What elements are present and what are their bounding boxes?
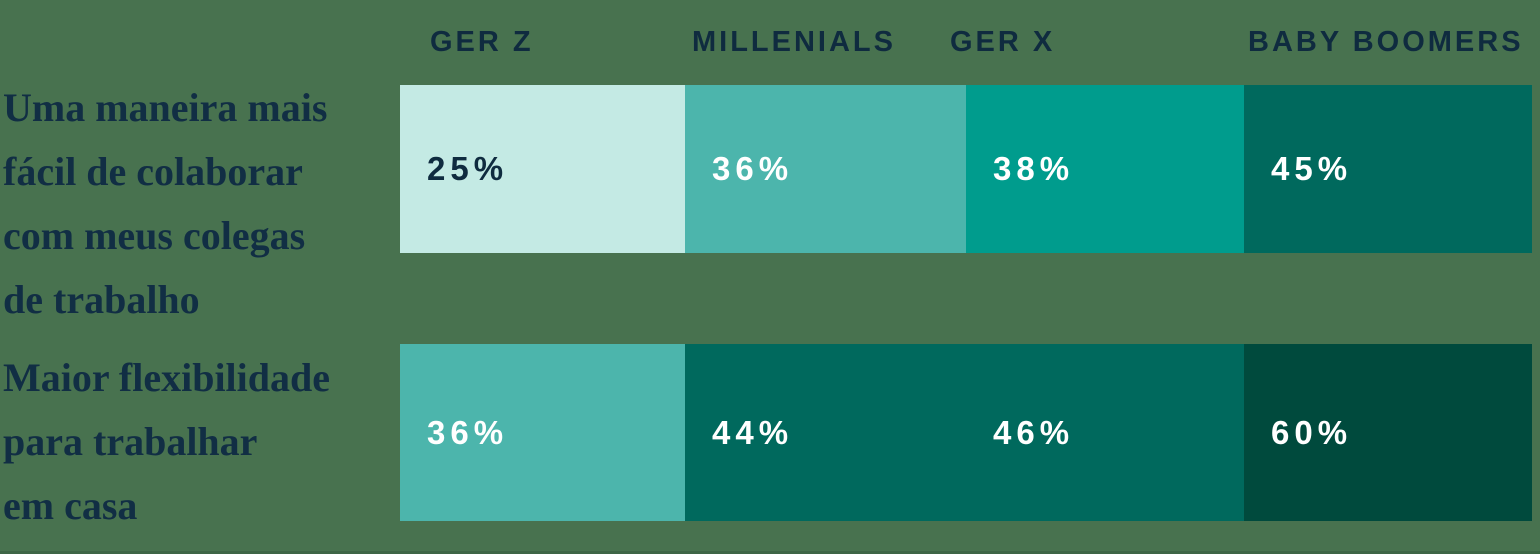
cell-value: 25% <box>427 150 509 187</box>
cell-ger-x-row-1: 46% <box>966 344 1244 521</box>
row-label-line: em casa <box>3 483 138 528</box>
row-label-line: para trabalhar <box>3 419 258 464</box>
bar-row-1: 36% 44% 46% 60% <box>400 344 1532 521</box>
row-label-line: com meus colegas <box>3 213 306 258</box>
bar-row-0: 25% 36% 38% 45% <box>400 85 1532 253</box>
row-label-1: Maior flexibilidade para trabalhar em casa <box>3 346 330 538</box>
cell-value: 36% <box>427 413 509 451</box>
cell-baby-boomers-row-0: 45% <box>1244 85 1532 253</box>
cell-baby-boomers-row-1: 60% <box>1244 344 1532 521</box>
cell-ger-x-row-0: 38% <box>966 85 1244 253</box>
cell-millenials-row-0: 36% <box>685 85 966 253</box>
row-label-line: de trabalho <box>3 277 200 322</box>
cell-ger-z-row-0: 25% <box>400 85 685 253</box>
cell-millenials-row-1: 44% <box>685 344 966 521</box>
cell-value: 60% <box>1271 413 1353 451</box>
cell-value: 46% <box>993 413 1075 451</box>
column-header-ger-x: GER X <box>950 26 1056 58</box>
column-headers: GER Z MILLENIALS GER X BABY BOOMERS <box>0 24 1540 64</box>
cell-ger-z-row-1: 36% <box>400 344 685 521</box>
cell-value: 44% <box>712 413 794 451</box>
row-label-line: Uma maneira mais <box>3 85 328 130</box>
column-header-millenials: MILLENIALS <box>692 26 896 58</box>
column-header-ger-z: GER Z <box>430 26 534 58</box>
cell-value: 38% <box>993 150 1075 187</box>
row-label-0: Uma maneira mais fácil de colaborar com me… <box>3 76 327 332</box>
row-label-line: fácil de colaborar <box>3 149 303 194</box>
cell-value: 45% <box>1271 150 1353 187</box>
bottom-edge-divider <box>0 551 1540 554</box>
column-header-baby-boomers: BABY BOOMERS <box>1248 26 1524 58</box>
cell-value: 36% <box>712 150 794 187</box>
row-label-line: Maior flexibilidade <box>3 355 331 400</box>
